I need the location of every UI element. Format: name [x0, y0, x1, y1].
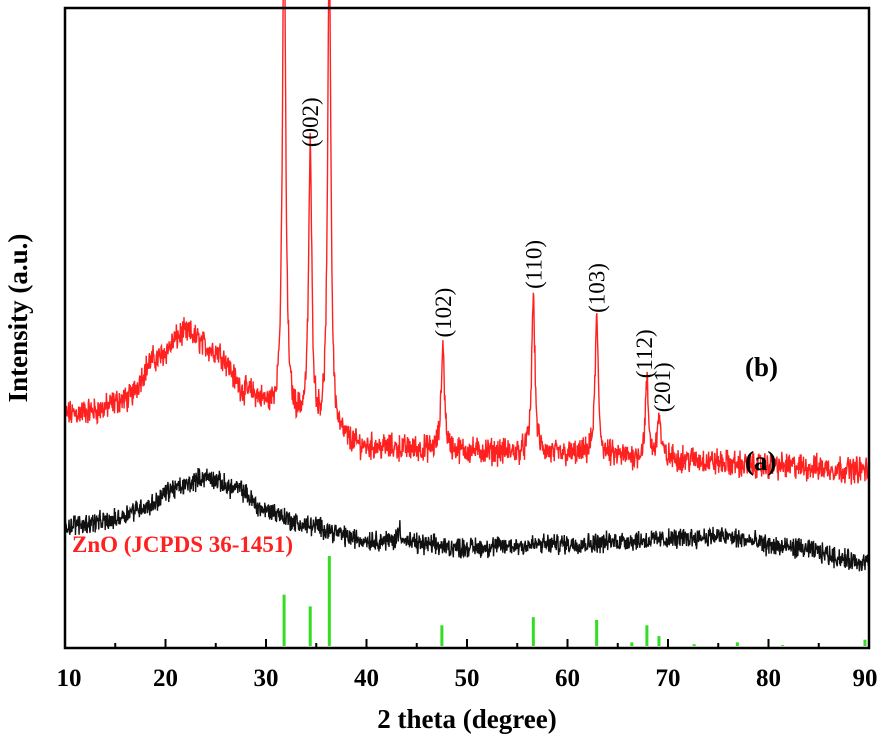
x-tick-label: 70 — [656, 665, 681, 692]
peak-label: (201) — [650, 362, 675, 412]
pattern-curves — [64, 0, 870, 572]
curve-a-label: (a) — [745, 446, 776, 476]
peak-label: (110) — [521, 240, 546, 289]
x-tick-label: 10 — [57, 665, 82, 692]
x-axis-tick-labels: 10 20 30 40 50 60 70 80 90 — [57, 665, 878, 692]
curve-b-line — [64, 0, 870, 485]
peak-label: (002) — [298, 97, 323, 147]
x-tick-label: 30 — [254, 665, 279, 692]
curve-b-label: (b) — [745, 352, 778, 382]
x-tick-label: 90 — [853, 665, 878, 692]
x-axis-title: 2 theta (degree) — [377, 704, 556, 734]
curve-a-line — [64, 468, 870, 572]
x-tick-label: 50 — [455, 665, 480, 692]
peak-label: (102) — [431, 288, 456, 338]
peak-label: (112) — [632, 329, 657, 378]
x-axis-ticks — [64, 639, 870, 648]
x-tick-label: 80 — [756, 665, 781, 692]
x-tick-label: 60 — [555, 665, 580, 692]
reference-lines — [282, 556, 867, 646]
y-axis-title: Intensity (a.u.) — [3, 234, 33, 403]
reference-label: ZnO (JCPDS 36-1451) — [72, 532, 293, 557]
x-tick-label: 20 — [153, 665, 178, 692]
peak-labels: (100)(002)(101)(102)(110)(103)(112)(201) — [298, 97, 675, 412]
peak-label: (103) — [585, 263, 610, 313]
x-tick-label: 40 — [354, 665, 379, 692]
